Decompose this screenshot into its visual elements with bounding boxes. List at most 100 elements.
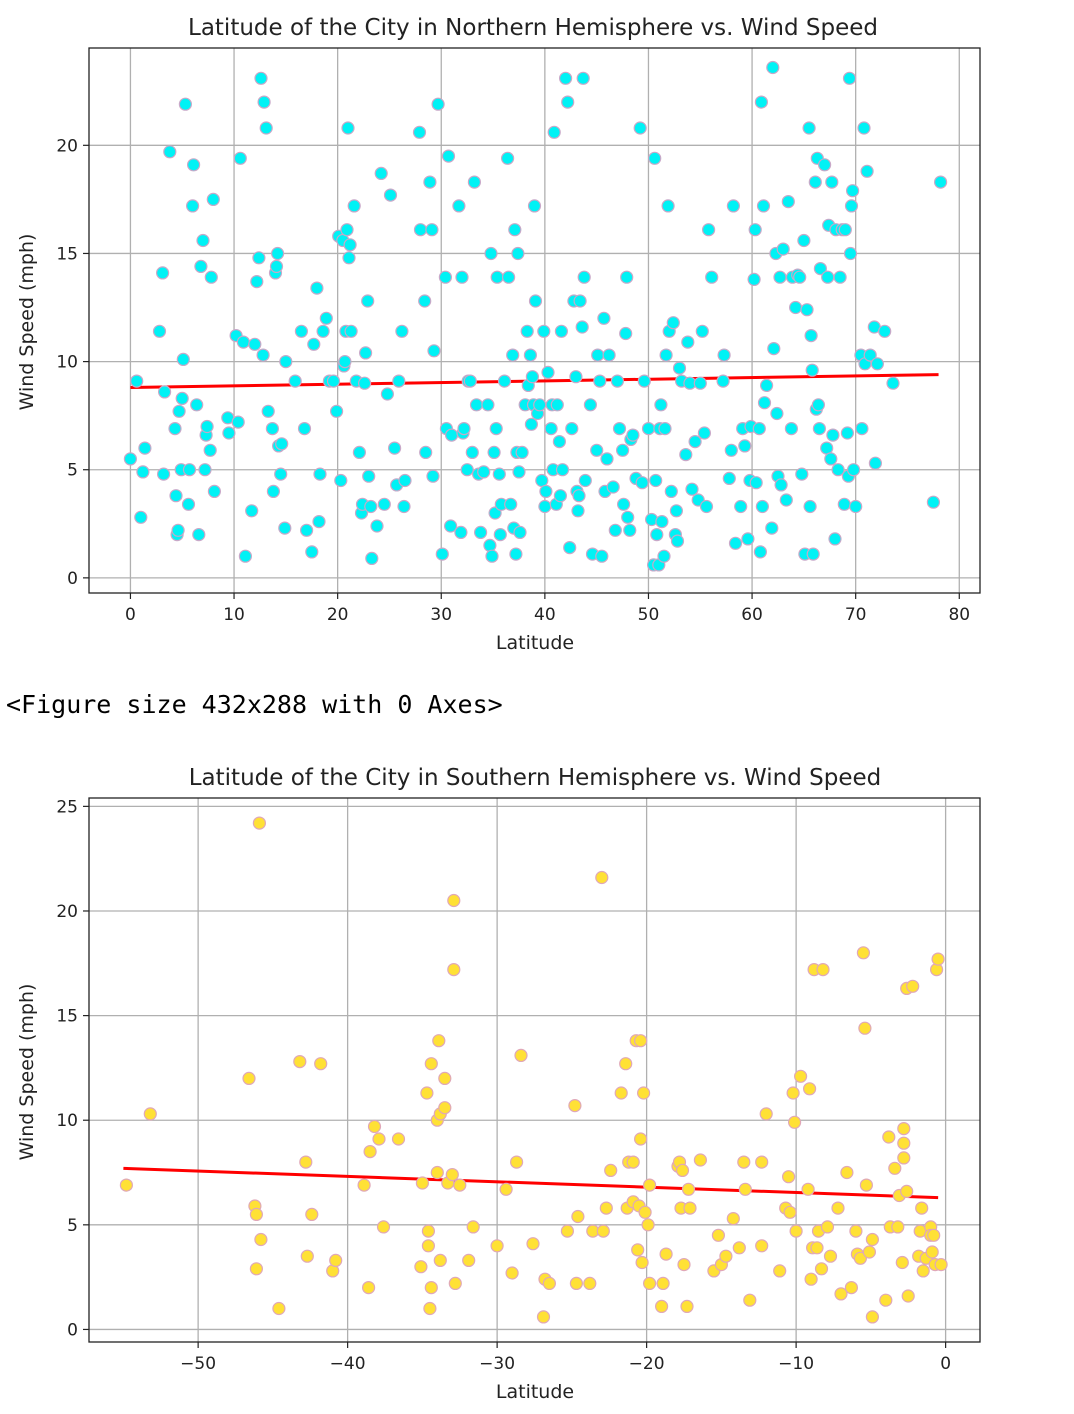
data-point <box>776 242 790 256</box>
data-point <box>515 445 529 459</box>
data-point <box>860 164 874 178</box>
data-point <box>787 1115 802 1129</box>
data-point <box>738 439 752 453</box>
data-point <box>509 547 523 561</box>
data-point <box>934 1257 948 1272</box>
data-point <box>821 270 835 284</box>
data-point <box>849 1224 863 1238</box>
data-point <box>541 365 555 379</box>
data-point <box>252 251 266 265</box>
plot-frame <box>88 47 981 594</box>
data-point <box>293 1055 307 1069</box>
data-point <box>438 270 452 284</box>
data-point <box>256 348 270 362</box>
data-point <box>265 422 279 436</box>
data-point <box>838 223 852 237</box>
data-point <box>895 1255 909 1270</box>
data-point <box>728 536 743 550</box>
data-point <box>485 549 499 563</box>
x-tick-label: 10 <box>223 605 245 625</box>
data-point <box>659 348 673 362</box>
data-point <box>811 398 826 412</box>
data-point <box>654 1299 669 1314</box>
data-point <box>431 97 445 111</box>
data-point <box>489 422 503 436</box>
data-point <box>565 422 579 436</box>
data-point <box>520 324 534 338</box>
data-point <box>194 259 208 273</box>
data-point <box>186 199 200 213</box>
data-point <box>338 355 352 369</box>
data-point <box>683 1201 697 1215</box>
data-point <box>802 121 816 135</box>
data-point <box>343 238 357 252</box>
data-point <box>352 445 366 459</box>
data-point <box>481 398 495 412</box>
x-tick-labels: 0 10 20 30 40 50 60 70 80 <box>125 593 970 625</box>
data-point <box>583 1276 597 1291</box>
data-point <box>693 376 707 390</box>
data-point <box>658 422 672 436</box>
data-point <box>675 1163 690 1177</box>
data-point <box>669 504 684 518</box>
data-point <box>844 1280 859 1295</box>
data-point <box>759 378 774 392</box>
data-point <box>824 452 838 466</box>
data-point <box>578 473 592 488</box>
x-tick-label: 80 <box>948 605 970 625</box>
data-point <box>169 489 183 503</box>
data-point <box>250 275 264 289</box>
data-point <box>158 385 172 399</box>
data-point <box>608 523 622 537</box>
y-tick-label: 5 <box>67 1216 78 1236</box>
data-point <box>460 463 474 477</box>
data-point <box>261 404 275 418</box>
x-tick-label: −30 <box>479 1354 515 1374</box>
data-point <box>363 1145 377 1159</box>
data-point <box>525 370 540 384</box>
data-point <box>512 465 526 479</box>
data-point <box>633 1132 648 1146</box>
data-point <box>477 465 491 479</box>
x-tick-label: 0 <box>940 1354 951 1374</box>
y-tick-label: 10 <box>56 353 78 373</box>
data-point <box>192 527 206 542</box>
data-point <box>597 311 611 325</box>
data-point <box>826 428 840 442</box>
data-point <box>583 398 598 412</box>
y-axis-label: Wind Speed (mph) <box>16 234 38 411</box>
y-tick-labels: 0 5 10 15 20 25 <box>56 797 89 1340</box>
data-point <box>755 1239 769 1253</box>
data-point <box>279 355 293 369</box>
data-point <box>591 348 605 362</box>
data-point <box>732 1241 746 1255</box>
data-point <box>734 499 748 514</box>
data-point <box>888 1161 902 1175</box>
x-tick-label: 60 <box>741 605 763 625</box>
data-point <box>535 473 549 488</box>
data-point <box>604 1163 618 1177</box>
data-point <box>623 523 637 537</box>
data-point <box>631 1243 645 1257</box>
data-point <box>681 335 695 349</box>
data-point <box>305 1207 319 1221</box>
data-point <box>425 223 439 237</box>
data-point <box>171 523 185 537</box>
data-point <box>659 1247 673 1261</box>
data-point <box>853 1251 868 1265</box>
data-point <box>119 1178 134 1192</box>
data-point <box>789 1224 803 1238</box>
data-point <box>383 188 398 202</box>
data-point <box>906 979 920 993</box>
y-axis-label: Wind Speed (mph) <box>16 984 38 1161</box>
data-point <box>800 303 814 317</box>
data-point <box>222 426 236 440</box>
data-point <box>178 97 192 111</box>
data-point <box>856 946 871 960</box>
data-point <box>272 1301 286 1316</box>
data-point <box>138 441 152 455</box>
data-point <box>843 246 858 261</box>
data-point <box>666 316 680 330</box>
data-point <box>563 540 577 555</box>
data-point <box>759 1107 773 1121</box>
